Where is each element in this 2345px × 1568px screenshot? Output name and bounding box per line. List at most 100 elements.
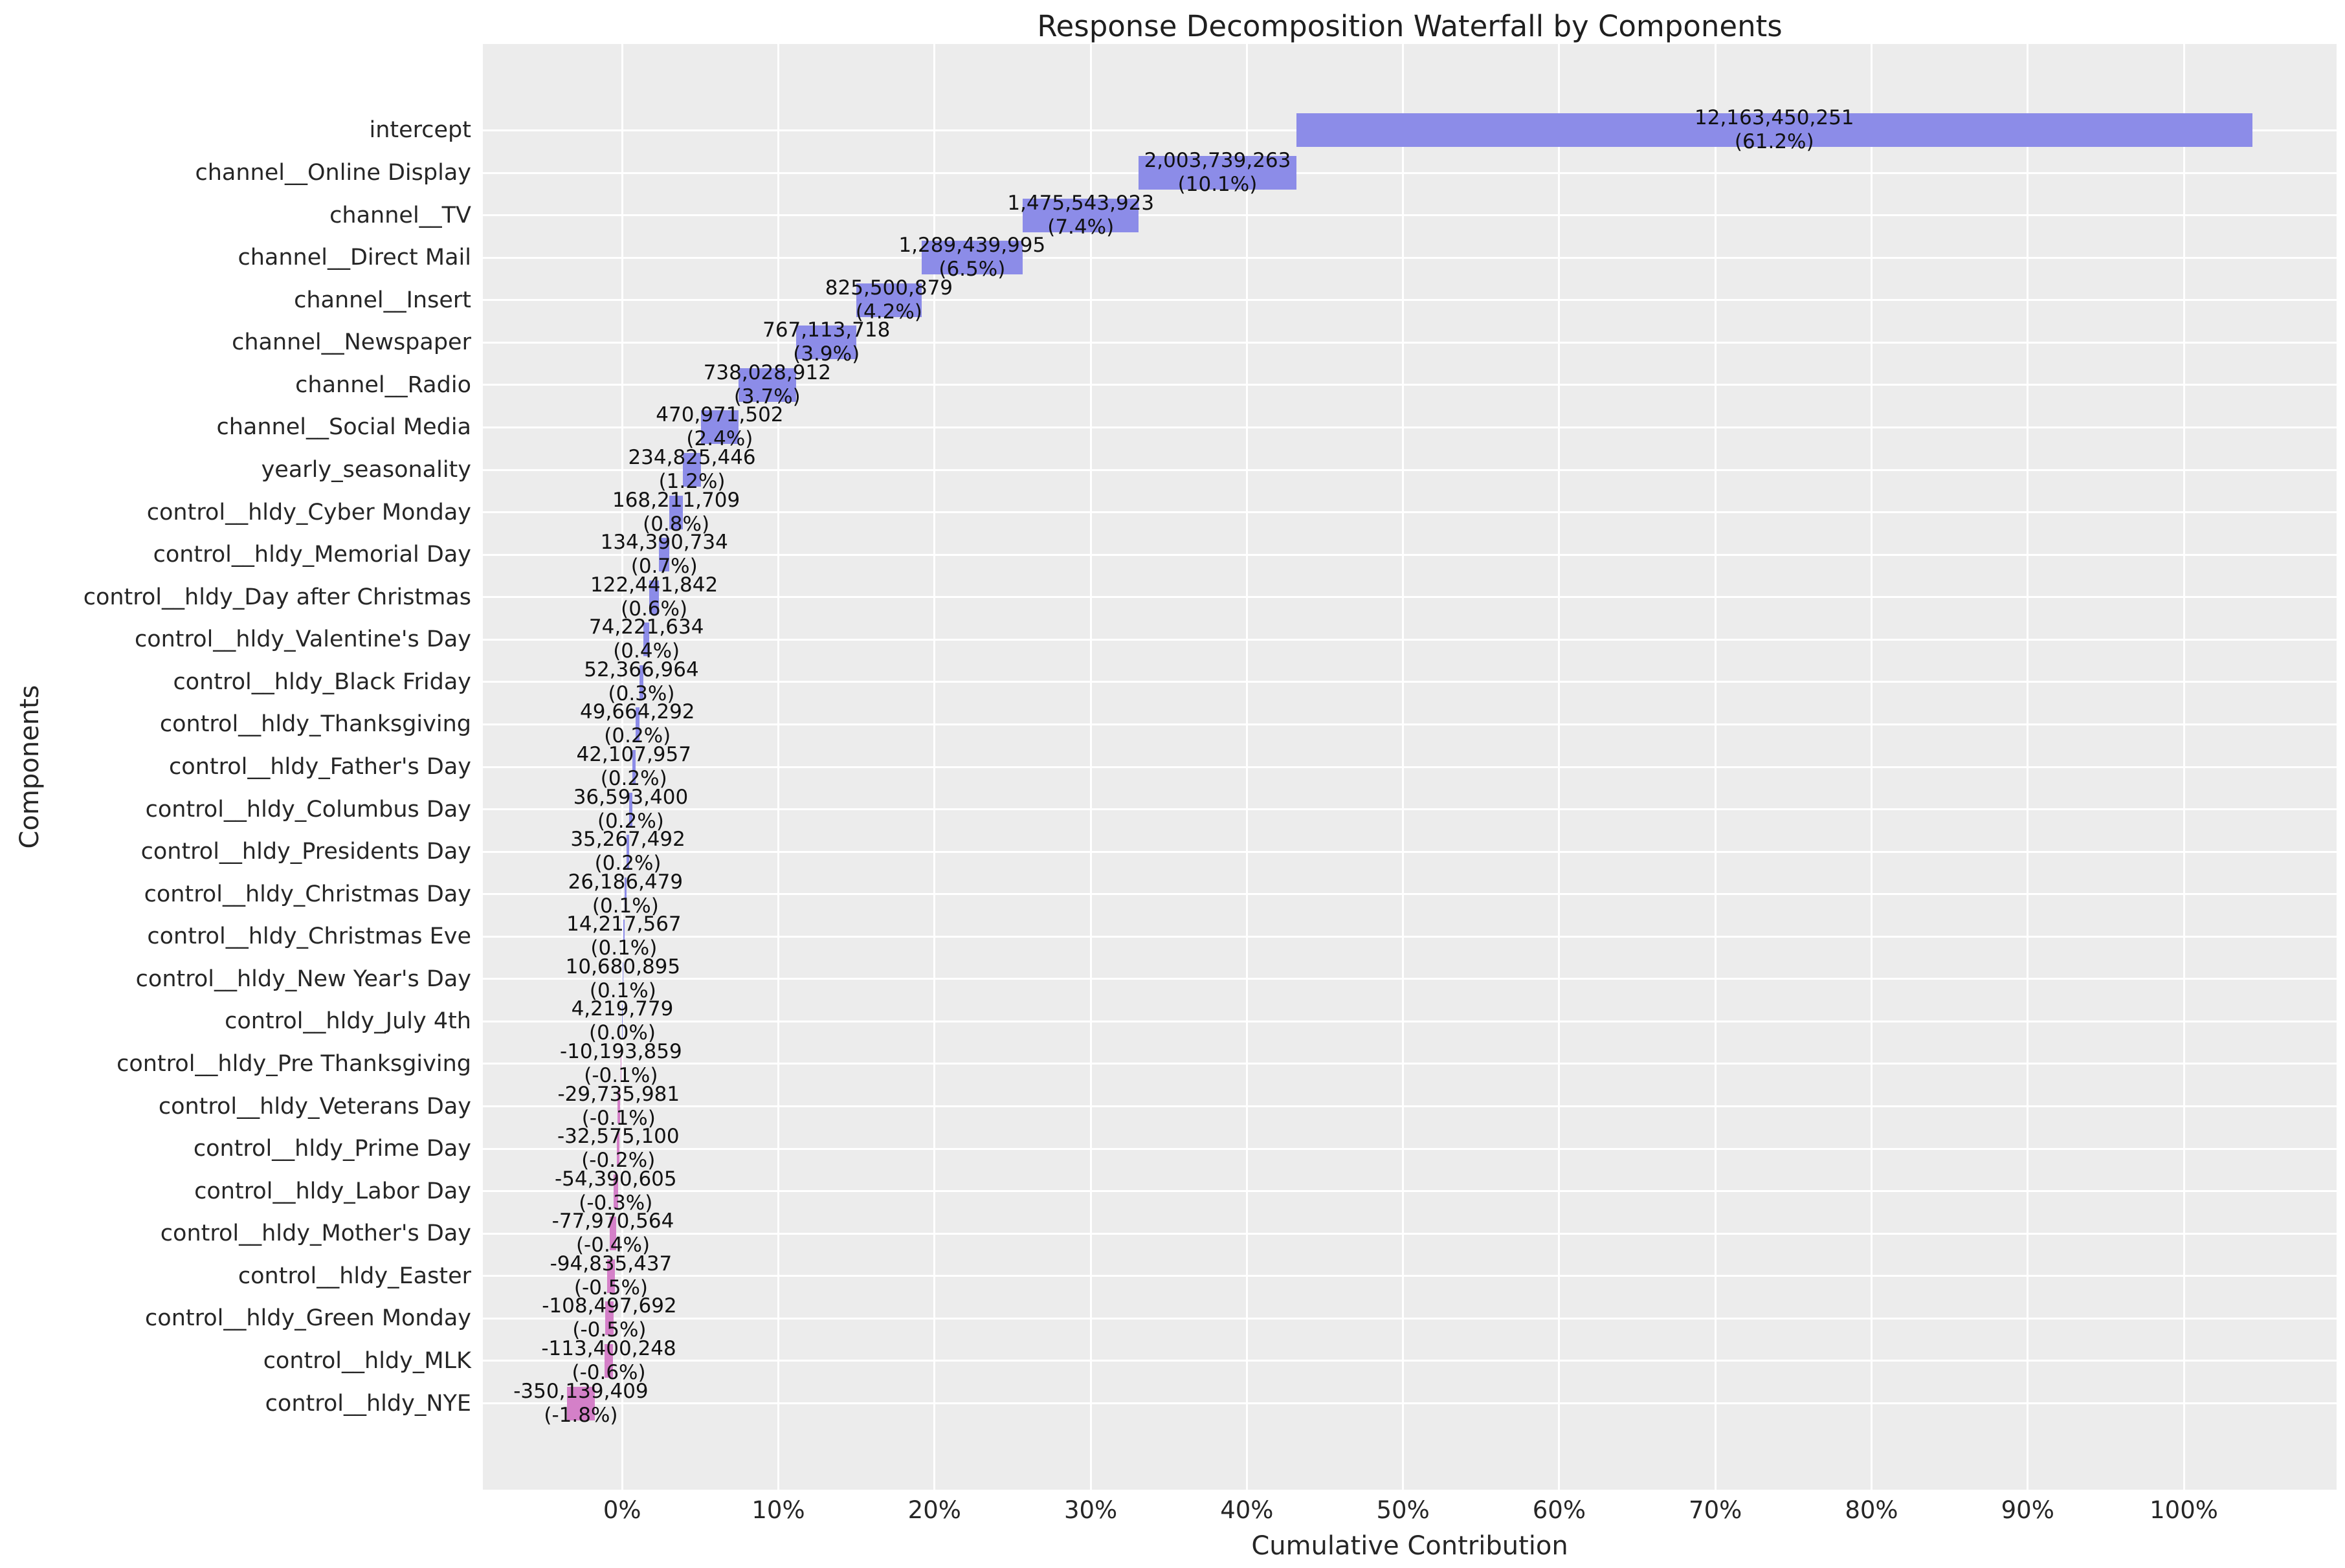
y-tick-label-control-hldy-christmas-day: control__hldy_Christmas Day <box>144 881 471 907</box>
y-tick-label-channel-insert: channel__Insert <box>294 287 471 313</box>
x-tick-label-80: 80% <box>1845 1496 1898 1524</box>
bar-value-control-hldy-veterans-day: -29,735,981 <box>557 1082 680 1106</box>
y-tick-label-control-hldy-green-monday: control__hldy_Green Monday <box>145 1305 471 1332</box>
bar-percentage-control-hldy-green-monday: (-0.5%) <box>572 1318 647 1342</box>
gridline-y-channel-online-display <box>483 171 2337 174</box>
gridline-y-control-hldy-columbus-day <box>483 808 2337 811</box>
x-tick-label-100: 100% <box>2150 1496 2218 1524</box>
gridline-y-channel-social-media <box>483 426 2337 428</box>
bar-value-control-hldy-christmas-eve: 14,217,567 <box>566 912 682 936</box>
bar-control-hldy-mother-s-day <box>610 1217 616 1251</box>
bar-percentage-control-hldy-christmas-eve: (0.1%) <box>590 936 658 960</box>
bar-label-control-hldy-new-year-s-day: 10,680,895 (0.1%) <box>566 955 681 1003</box>
plot-area: 12,163,450,251 (61.2%) 2,003,739,263 (10.1%… <box>483 44 2337 1490</box>
bar-label-channel-direct-mail: 1,289,439,995 (6.5%) <box>898 234 1045 282</box>
bar-value-control-hldy-new-year-s-day: 10,680,895 <box>565 955 681 978</box>
bar-channel-social-media <box>701 410 739 445</box>
gridline-y-control-hldy-mother-s-day <box>483 1232 2337 1235</box>
bar-control-hldy-father-s-day <box>632 750 636 784</box>
bar-label-control-hldy-mother-s-day: -77,970,564 (-0.4%) <box>552 1209 674 1257</box>
y-tick-label-control-hldy-black-friday: control__hldy_Black Friday <box>173 668 471 695</box>
y-tick-label-control-hldy-prime-day: control__hldy_Prime Day <box>193 1136 471 1162</box>
y-tick-label-intercept: intercept <box>369 117 472 144</box>
bar-value-channel-social-media: 470,971,502 <box>656 403 784 427</box>
bar-value-control-hldy-green-monday: -108,497,692 <box>542 1294 677 1318</box>
gridline-y-control-hldy-nye <box>483 1402 2337 1405</box>
bar-value-control-hldy-nye: -350,139,409 <box>513 1379 649 1403</box>
y-tick-label-control-hldy-pre-thanksgiving: control__hldy_Pre Thanksgiving <box>117 1050 471 1077</box>
bar-percentage-control-hldy-thanksgiving: (0.2%) <box>604 724 671 748</box>
bar-percentage-channel-online-display: (10.1%) <box>1177 173 1258 197</box>
bar-control-hldy-july-4th <box>622 1004 623 1039</box>
y-tick-label-channel-social-media: channel__Social Media <box>216 414 471 441</box>
y-tick-label-control-hldy-day-after-christmas: control__hldy_Day after Christmas <box>83 584 471 610</box>
bar-value-channel-online-display: 2,003,739,263 <box>1144 149 1291 173</box>
bar-percentage-control-hldy-veterans-day: (-0.1%) <box>581 1106 656 1130</box>
bar-value-control-hldy-black-friday: 52,366,964 <box>584 657 699 681</box>
x-tick-label-50: 50% <box>1376 1496 1430 1524</box>
y-tick-label-control-hldy-presidents-day: control__hldy_Presidents Day <box>140 839 471 865</box>
bar-control-hldy-nye <box>567 1386 595 1420</box>
bar-percentage-control-hldy-memorial-day: (0.7%) <box>630 555 698 579</box>
bar-label-control-hldy-day-after-christmas: 122,441,842 (0.6%) <box>590 573 718 621</box>
bar-control-hldy-easter <box>607 1259 615 1293</box>
bar-percentage-control-hldy-mlk: (-0.6%) <box>572 1360 646 1384</box>
bar-channel-newspaper <box>796 326 857 360</box>
bar-percentage-control-hldy-day-after-christmas: (0.6%) <box>621 597 688 621</box>
gridline-y-channel-direct-mail <box>483 256 2337 259</box>
bar-percentage-control-hldy-easter: (-0.5%) <box>573 1275 648 1299</box>
gridline-y-control-hldy-christmas-day <box>483 893 2337 896</box>
bar-value-control-hldy-mlk: -113,400,248 <box>541 1336 676 1360</box>
bar-percentage-control-hldy-christmas-day: (0.1%) <box>592 894 659 918</box>
y-tick-label-control-hldy-new-year-s-day: control__hldy_New Year's Day <box>135 966 471 992</box>
bar-percentage-intercept: (61.2%) <box>1734 130 1814 154</box>
y-tick-label-channel-newspaper: channel__Newspaper <box>232 329 471 356</box>
bar-percentage-control-hldy-nye: (-1.8%) <box>544 1403 618 1427</box>
x-tick-label-30: 30% <box>1063 1496 1118 1524</box>
bar-label-control-hldy-christmas-eve: 14,217,567 (0.1%) <box>566 912 682 960</box>
y-tick-label-control-hldy-july-4th: control__hldy_July 4th <box>225 1008 471 1035</box>
y-tick-label-control-hldy-nye: control__hldy_NYE <box>265 1390 471 1417</box>
bar-value-control-hldy-day-after-christmas: 122,441,842 <box>590 573 718 597</box>
gridline-y-control-hldy-valentine-s-day <box>483 638 2337 641</box>
bar-percentage-channel-tv: (7.4%) <box>1047 215 1115 239</box>
y-tick-label-control-hldy-columbus-day: control__hldy_Columbus Day <box>145 796 471 823</box>
bar-label-control-hldy-columbus-day: 36,593,400 (0.2%) <box>573 786 689 834</box>
bar-value-control-hldy-valentine-s-day: 74,221,634 <box>588 615 704 639</box>
bar-channel-radio <box>738 368 797 402</box>
bar-channel-direct-mail <box>921 241 1023 275</box>
gridline-y-control-hldy-veterans-day <box>483 1105 2337 1108</box>
bar-control-hldy-mlk <box>604 1343 614 1378</box>
bar-label-channel-insert: 825,500,879 (4.2%) <box>825 276 953 324</box>
bar-label-channel-radio: 738,028,912 (3.7%) <box>704 361 831 409</box>
gridline-y-control-hldy-easter <box>483 1275 2337 1277</box>
bar-channel-insert <box>856 283 922 317</box>
y-tick-label-channel-radio: channel__Radio <box>295 371 471 398</box>
y-tick-label-control-hldy-memorial-day: control__hldy_Memorial Day <box>153 542 471 568</box>
bar-value-control-hldy-easter: -94,835,437 <box>550 1252 672 1275</box>
bar-value-channel-insert: 825,500,879 <box>825 276 953 300</box>
bar-label-channel-tv: 1,475,543,923 (7.4%) <box>1007 192 1154 239</box>
bar-control-hldy-black-friday <box>639 665 644 699</box>
bar-percentage-control-hldy-columbus-day: (0.2%) <box>597 809 664 833</box>
bar-control-hldy-memorial-day <box>659 538 670 572</box>
bar-value-control-hldy-presidents-day: 35,267,492 <box>570 828 685 852</box>
gridline-y-control-hldy-presidents-day <box>483 850 2337 853</box>
bar-value-control-hldy-pre-thanksgiving: -10,193,859 <box>560 1039 682 1063</box>
bar-label-control-hldy-easter: -94,835,437 (-0.5%) <box>550 1252 672 1300</box>
bar-label-control-hldy-valentine-s-day: 74,221,634 (0.4%) <box>589 615 704 663</box>
bar-control-hldy-valentine-s-day <box>643 623 650 657</box>
bar-percentage-control-hldy-cyber-monday: (0.8%) <box>643 512 710 536</box>
bar-value-control-hldy-prime-day: -32,575,100 <box>557 1125 680 1149</box>
bar-percentage-control-hldy-valentine-s-day: (0.4%) <box>613 639 680 663</box>
bar-percentage-channel-newspaper: (3.9%) <box>793 342 860 366</box>
bar-percentage-yearly-seasonality: (1.2%) <box>658 470 726 493</box>
bar-control-hldy-presidents-day <box>626 835 630 869</box>
bar-label-control-hldy-thanksgiving: 49,664,292 (0.2%) <box>580 700 695 748</box>
bar-control-hldy-christmas-eve <box>623 920 625 954</box>
y-tick-label-control-hldy-veterans-day: control__hldy_Veterans Day <box>158 1093 471 1120</box>
bar-label-control-hldy-father-s-day: 42,107,957 (0.2%) <box>576 743 691 791</box>
bar-percentage-control-hldy-labor-day: (-0.3%) <box>579 1191 653 1215</box>
y-tick-label-control-hldy-christmas-eve: control__hldy_Christmas Eve <box>147 923 471 950</box>
